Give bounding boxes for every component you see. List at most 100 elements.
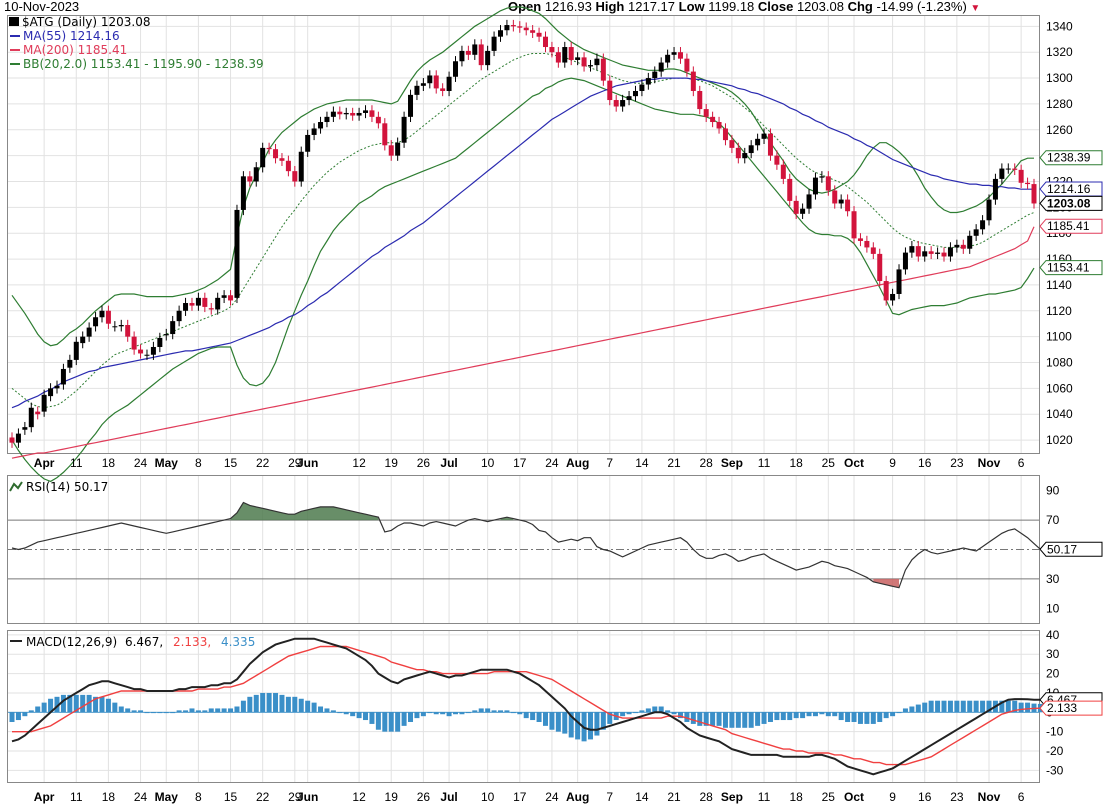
price-tick-label: 1260: [1046, 123, 1073, 137]
value-tag: 1185.41: [1039, 218, 1103, 234]
macd-histogram-bar: [453, 712, 459, 715]
macd-histogram-bar: [677, 712, 683, 719]
macd-histogram-bar: [363, 712, 369, 721]
macd-histogram-bar: [408, 712, 414, 722]
macd-histogram-bar: [215, 708, 221, 713]
x-tick-label: 21: [667, 456, 681, 470]
macd-histogram-bar: [125, 708, 131, 713]
candle-body: [305, 134, 311, 152]
rsi-overbought-fill: [230, 502, 379, 521]
macd-histogram-bar: [311, 702, 317, 713]
macd-histogram-bar: [954, 700, 960, 713]
macd-histogram-bar: [433, 712, 439, 715]
candle-body: [986, 199, 992, 221]
candle-body: [915, 246, 921, 257]
candle-body: [748, 145, 754, 154]
x-tick-label: 15: [224, 456, 238, 470]
candle-body: [742, 153, 748, 159]
macd-histogram-bar: [568, 712, 574, 738]
candle-body: [549, 47, 555, 53]
macd-histogram-bar: [542, 712, 548, 726]
macd-histogram-bar: [285, 696, 291, 713]
macd-signal-line: [12, 645, 1041, 766]
x-tick-label: 18: [789, 456, 803, 470]
macd-histogram-bar: [986, 700, 992, 713]
macd-histogram-bar: [478, 708, 484, 713]
macd-tick-label: 40: [1046, 628, 1060, 642]
macd-histogram-bar: [131, 710, 137, 713]
macd-histogram-bar: [941, 700, 947, 713]
macd-histogram-bar: [305, 700, 311, 713]
ohlc-readout: Open 1216.93 High 1217.17 Low 1199.18 Cl…: [508, 0, 980, 14]
macd-histogram-bar: [819, 712, 825, 715]
candle-body: [15, 433, 21, 443]
ma200-label: MA(200) 1185.41: [23, 43, 127, 57]
candle-body: [517, 26, 523, 28]
value-tag-text: 1214.16: [1047, 182, 1091, 196]
x-tick-label: 28: [700, 790, 714, 804]
rsi-legend: RSI(14) 50.17: [9, 480, 108, 494]
macd-histogram-bar: [928, 700, 934, 713]
x-tick-label: 6: [1018, 790, 1025, 804]
open-label: Open: [508, 0, 542, 14]
macd-histogram-bar: [28, 710, 34, 713]
candle-body: [93, 317, 99, 327]
candle-body: [247, 176, 253, 182]
macd-histogram-bar: [575, 712, 581, 740]
candle-body: [401, 116, 407, 143]
candle-body: [189, 303, 195, 306]
value-tag-box: [1039, 218, 1103, 234]
candle-body: [690, 71, 696, 91]
low-label: Low: [678, 0, 705, 14]
price-tick-label: 1280: [1046, 97, 1073, 111]
candle-body: [767, 133, 773, 156]
candle-body: [710, 116, 716, 123]
candle-body: [896, 269, 902, 294]
macd-histogram-bar: [806, 712, 812, 717]
candle-body: [581, 57, 587, 67]
candle-body: [86, 327, 92, 337]
candle-body: [440, 88, 446, 91]
rsi-tick-label: 70: [1046, 513, 1060, 527]
x-tick-label: May: [155, 456, 179, 470]
candle-body: [1005, 168, 1011, 170]
candle-body: [22, 427, 28, 430]
candle-body: [671, 52, 677, 55]
x-tick-label: 8: [195, 456, 202, 470]
macd-histogram-bar: [491, 710, 497, 713]
value-tag-text: 1203.08: [1047, 196, 1091, 210]
macd-histogram-bar: [459, 712, 465, 715]
macd-histogram-bar: [883, 712, 889, 719]
value-tag-text: 50.17: [1047, 542, 1077, 556]
macd-histogram-bar: [67, 694, 73, 713]
macd-histogram-bar: [48, 698, 54, 713]
macd-histogram-bar: [857, 712, 863, 724]
rsi-panel-frame: [7, 475, 1040, 624]
candle-body: [35, 411, 41, 415]
macd-histogram-bar: [812, 712, 818, 717]
macd-histogram-bar: [176, 710, 182, 713]
macd-plot: [8, 637, 1043, 776]
candle-body: [41, 394, 47, 412]
candle-body: [864, 240, 870, 248]
candle-body: [806, 194, 812, 209]
macd-histogram-bar: [549, 712, 555, 730]
macd-hist-label: 4.335: [221, 635, 255, 649]
candle-body: [453, 61, 459, 77]
macd-histogram-bar: [877, 712, 883, 722]
macd-histogram-bar: [915, 704, 921, 713]
macd-histogram-bar: [845, 712, 851, 722]
candle-body: [877, 253, 883, 282]
price-tick-label: 1100: [1046, 330, 1072, 344]
macd-histogram-bar: [253, 694, 259, 713]
candle-body: [131, 336, 137, 350]
candle-body: [498, 30, 504, 37]
candle-body: [163, 334, 169, 336]
candle-body: [575, 57, 581, 60]
candle-body: [947, 247, 953, 257]
rsi-tick-label: 10: [1046, 601, 1060, 615]
candle-body: [292, 171, 298, 182]
value-tag-box: [1039, 260, 1103, 276]
candle-body: [99, 310, 105, 318]
value-tag: 2.133: [1039, 700, 1103, 716]
